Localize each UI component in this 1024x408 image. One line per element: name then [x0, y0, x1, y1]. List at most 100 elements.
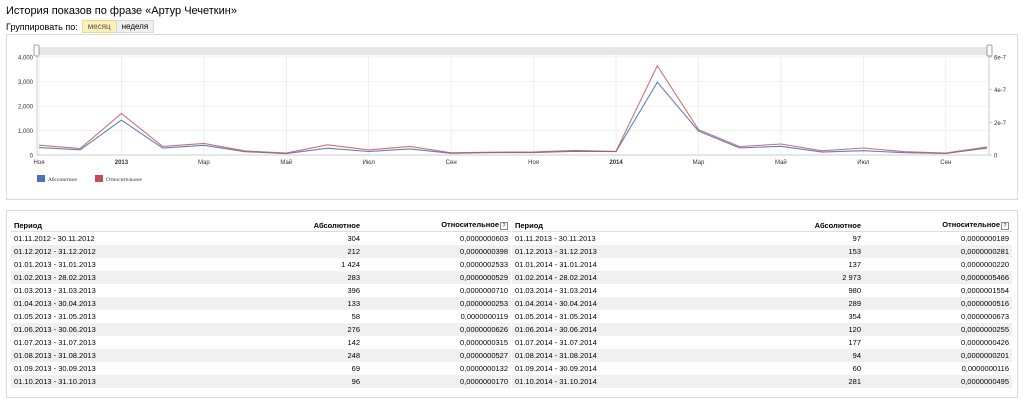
- page-title: История показов по фразе «Артур Чечеткин…: [6, 5, 237, 17]
- y-right-tick-label: 6e-7: [994, 56, 1007, 62]
- relative-cell: 0,0000000201: [864, 349, 1012, 362]
- period-cell: 01.10.2014 - 31.10.2014: [512, 375, 708, 388]
- x-tick-label: 2014: [609, 160, 623, 166]
- table-row: 01.12.2013 - 31.12.2013 153 0,0000000281: [512, 245, 1012, 258]
- relative-cell: 0,0000000495: [864, 375, 1012, 388]
- group-month-button[interactable]: месяц: [81, 20, 117, 33]
- legend-swatch-relative: [95, 175, 103, 182]
- absolute-cell: 304: [347, 234, 360, 243]
- table-row: 01.01.2014 - 31.01.2014 137 0,0000000220: [512, 258, 1012, 271]
- period-cell: 01.11.2012 - 30.11.2012: [14, 234, 95, 243]
- absolute-cell: 2 973: [708, 271, 864, 284]
- legend-label: Относительное: [106, 177, 142, 183]
- relative-cell: 0,0000000673: [961, 312, 1009, 321]
- relative-cell: 0,0000000527: [363, 349, 511, 362]
- absolute-cell: 142: [347, 338, 360, 347]
- absolute-cell: 289: [708, 297, 864, 310]
- x-tick-label: Сен: [446, 160, 457, 166]
- group-by-row: Группировать по: месяц неделя: [6, 20, 155, 33]
- x-tick-label: Ноя: [34, 160, 45, 166]
- table-row: 01.04.2014 - 30.04.2014 289 0,0000000516: [512, 297, 1012, 310]
- relative-cell: 0,0000000626: [363, 323, 511, 336]
- period-cell: 01.12.2012 - 31.12.2012: [11, 245, 207, 258]
- absolute-cell: 980: [848, 286, 861, 295]
- period-cell: 01.11.2013 - 30.11.2013: [515, 234, 596, 243]
- stats-table-right: Период Абсолютное Относительное? 01.11.2…: [512, 219, 1012, 388]
- table-row: 01.10.2013 - 31.10.2013 96 0,0000000170: [11, 375, 511, 388]
- period-cell: 01.10.2013 - 31.10.2013: [11, 375, 207, 388]
- relative-cell: 0,0000000426: [961, 338, 1009, 347]
- period-cell: 01.08.2014 - 31.08.2014: [512, 349, 708, 362]
- relative-cell: 0,0000000281: [864, 245, 1012, 258]
- y-right-tick-label: 0: [994, 154, 998, 160]
- absolute-cell: 212: [207, 245, 363, 258]
- table-row: 01.11.2012 - 30.11.2012 304 0,0000000603: [11, 232, 511, 246]
- x-tick-label: Июл: [363, 160, 376, 166]
- table-panel: Период Абсолютное Относительное? 01.11.2…: [6, 210, 1018, 398]
- absolute-cell: 283: [207, 271, 363, 284]
- absolute-header: Абсолютное: [708, 219, 864, 232]
- period-cell: 01.05.2014 - 31.05.2014: [515, 312, 597, 321]
- table-row: 01.05.2014 - 31.05.2014 354 0,0000000673: [512, 310, 1012, 323]
- relative-cell: 0,0000000710: [460, 286, 508, 295]
- relative-cell: 0,0000000220: [961, 260, 1009, 269]
- absolute-header: Абсолютное: [207, 219, 363, 232]
- relative-cell: 0,0000001554: [961, 286, 1009, 295]
- relative-header: Относительное?: [363, 219, 511, 232]
- absolute-cell: 97: [852, 234, 861, 243]
- y-left-tick-label: 1,000: [18, 129, 34, 135]
- y-right-tick-label: 4e-7: [994, 88, 1007, 94]
- period-cell: 01.07.2014 - 31.07.2014: [515, 338, 597, 347]
- period-cell: 01.09.2014 - 30.09.2014: [515, 364, 597, 373]
- range-handle-bar: [37, 47, 989, 55]
- period-cell: 01.04.2013 - 30.04.2013: [11, 297, 207, 310]
- relative-cell: 0,0000000132: [460, 364, 508, 373]
- period-cell: 01.07.2013 - 31.07.2013: [14, 338, 96, 347]
- absolute-cell: 396: [347, 286, 360, 295]
- period-cell: 01.06.2014 - 30.06.2014: [512, 323, 708, 336]
- relative-cell: 0,0000005466: [864, 271, 1012, 284]
- period-cell: 01.03.2013 - 31.03.2013: [14, 286, 96, 295]
- absolute-cell: 120: [708, 323, 864, 336]
- info-icon[interactable]: ?: [500, 221, 508, 230]
- relative-cell: 0,0000000116: [961, 364, 1009, 373]
- y-left-tick-label: 0: [30, 154, 34, 160]
- table-row: 01.06.2014 - 30.06.2014 120 0,0000000255: [512, 323, 1012, 336]
- period-cell: 01.03.2014 - 31.03.2014: [515, 286, 597, 295]
- x-tick-label: Сен: [940, 160, 951, 166]
- absolute-cell: 177: [848, 338, 861, 347]
- period-cell: 01.02.2013 - 28.02.2013: [11, 271, 207, 284]
- table-row: 01.08.2014 - 31.08.2014 94 0,0000000201: [512, 349, 1012, 362]
- absolute-cell: 1 424: [341, 260, 360, 269]
- period-cell: 01.08.2013 - 31.08.2013: [11, 349, 207, 362]
- table-row: 01.03.2014 - 31.03.2014 980 0,0000001554: [512, 284, 1012, 297]
- legend-swatch-absolute: [37, 175, 45, 182]
- absolute-cell: 69: [351, 364, 360, 373]
- table-row: 01.07.2013 - 31.07.2013 142 0,0000000315: [11, 336, 511, 349]
- x-tick-label: Май: [775, 159, 787, 166]
- table-header-row: Период Абсолютное Относительное?: [11, 219, 511, 232]
- table-row: 01.07.2014 - 31.07.2014 177 0,0000000426: [512, 336, 1012, 349]
- absolute-cell: 281: [708, 375, 864, 388]
- group-week-button[interactable]: неделя: [115, 20, 155, 33]
- range-handle-right[interactable]: [986, 44, 993, 57]
- absolute-cell: 58: [351, 312, 360, 321]
- relative-cell: 0,0000000189: [961, 234, 1009, 243]
- info-icon[interactable]: ?: [1001, 221, 1009, 230]
- period-header: Период: [11, 219, 207, 232]
- absolute-cell: 248: [207, 349, 363, 362]
- relative-cell: 0,0000000315: [460, 338, 508, 347]
- table-row: 01.06.2013 - 30.06.2013 276 0,0000000626: [11, 323, 511, 336]
- absolute-cell: 276: [207, 323, 363, 336]
- legend-label: Абсолютное: [48, 176, 78, 183]
- period-cell: 01.04.2014 - 30.04.2014: [512, 297, 708, 310]
- x-tick-label: Ноя: [528, 160, 539, 166]
- table-row: 01.11.2013 - 30.11.2013 97 0,0000000189: [512, 232, 1012, 246]
- table-header-row: Период Абсолютное Относительное?: [512, 219, 1012, 232]
- table-row: 01.12.2012 - 31.12.2012 212 0,0000000398: [11, 245, 511, 258]
- range-handle-left[interactable]: [33, 44, 40, 57]
- group-by-label: Группировать по:: [6, 21, 78, 32]
- table-row: 01.05.2013 - 31.05.2013 58 0,0000000119: [11, 310, 511, 323]
- table-row: 01.09.2013 - 30.09.2013 69 0,0000000132: [11, 362, 511, 375]
- period-cell: 01.01.2013 - 31.01.2013: [14, 260, 96, 269]
